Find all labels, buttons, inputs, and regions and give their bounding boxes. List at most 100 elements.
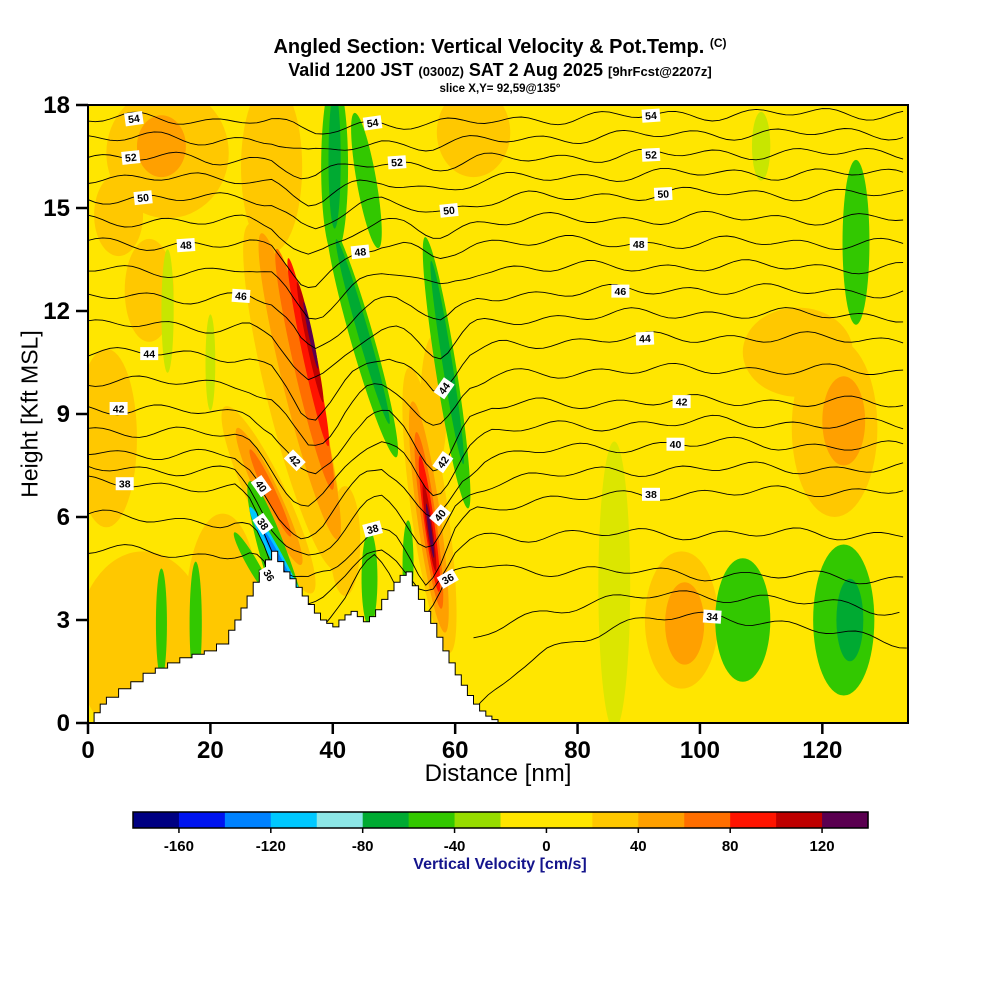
velocity-region [598, 441, 631, 723]
contour-label: 52 [641, 147, 661, 162]
velocity-region [88, 348, 137, 528]
velocity-region [842, 159, 870, 325]
y-tick-label: 18 [43, 92, 70, 119]
chart-title: Angled Section: Vertical Velocity & Pot.… [0, 36, 1000, 59]
y-tick-label: 9 [57, 401, 70, 428]
svg-text:44: 44 [639, 333, 651, 346]
svg-text:52: 52 [391, 157, 404, 170]
x-tick-label: 20 [197, 737, 224, 764]
svg-text:48: 48 [354, 246, 367, 259]
valid-date: SAT 2 Aug 2025 [468, 60, 603, 80]
velocity-region [822, 376, 866, 466]
y-tick-label: 0 [57, 710, 70, 737]
velocity-region [124, 238, 174, 342]
contour-label: 54 [124, 111, 144, 127]
slice-info: slice X,Y= 92,59@135° [439, 83, 561, 95]
theta-contour-line [88, 186, 904, 230]
theta-contour-line [88, 259, 904, 320]
contour-label: 44 [433, 377, 455, 400]
contour-label: 42 [672, 395, 691, 408]
colorbar-tick-label: -160 [164, 838, 194, 855]
contour-label: 50 [133, 190, 153, 206]
y-axis-title: Height [Kft MSL] [16, 330, 43, 498]
colorbar-tick-label: -40 [444, 838, 466, 855]
theta-contour-line [88, 436, 904, 540]
contour-label: 44 [140, 347, 159, 360]
contour-label: 42 [109, 402, 128, 415]
colorbar-tick-label: 40 [630, 838, 647, 855]
contour-label: 52 [121, 150, 141, 165]
theta-contour-line [88, 147, 904, 180]
velocity-region [275, 248, 335, 490]
velocity-region [715, 558, 771, 682]
velocity-region [155, 568, 167, 679]
contour-label: 54 [641, 108, 661, 123]
theta-contour-line [88, 307, 904, 381]
contour-label: 52 [387, 155, 407, 170]
velocity-region [742, 307, 853, 397]
terrain-silhouette [93, 550, 499, 723]
theta-contour-line [88, 509, 904, 605]
velocity-region [303, 301, 319, 369]
contour-label: 48 [629, 237, 648, 251]
theta-contour-line [88, 475, 904, 586]
velocity-field: 54 52 50 48 46 44 42 38 40 38 36 42 54 52 50 48 44 42 40 38… [88, 105, 908, 723]
valid-time-line: Valid 1200 JST (0300Z) SAT 2 Aug 2025 [9… [0, 60, 1000, 81]
colorbar-tick-label: -80 [352, 838, 374, 855]
svg-text:48: 48 [633, 239, 645, 251]
theta-contour-line [88, 128, 904, 152]
x-tick-label: 0 [81, 737, 94, 764]
colorbar-caption: Vertical Velocity [cm/s] [413, 856, 587, 873]
contour-label: 40 [250, 474, 272, 498]
forecast-info: [9hrFcst@2207z] [607, 64, 712, 79]
svg-text:54: 54 [366, 117, 379, 131]
svg-text:44: 44 [143, 348, 155, 360]
x-tick-label: 120 [802, 737, 842, 764]
contour-label: 46 [231, 288, 251, 303]
svg-text:52: 52 [124, 152, 137, 165]
velocity-region [205, 314, 216, 411]
colorbar-tick-label: -120 [256, 838, 286, 855]
y-tick-label: 15 [43, 195, 70, 222]
theta-contour-line [88, 362, 904, 446]
theta-contour-line [473, 590, 900, 639]
svg-text:46: 46 [235, 290, 248, 303]
svg-text:48: 48 [180, 239, 193, 252]
velocity-region [436, 105, 511, 178]
theta-contour-line [88, 108, 904, 135]
x-tick-label: 80 [564, 737, 591, 764]
chart-title-unit: (C) [709, 36, 727, 50]
valid-zulu: (0300Z) [418, 64, 464, 79]
svg-text:38: 38 [645, 489, 657, 501]
velocity-region [240, 105, 303, 253]
x-tick-label: 60 [442, 737, 469, 764]
x-tick-label: 100 [680, 737, 720, 764]
svg-text:38: 38 [119, 479, 131, 491]
velocity-region [136, 115, 186, 178]
contour-label: 44 [635, 331, 655, 346]
velocity-region [836, 578, 864, 662]
svg-text:42: 42 [676, 396, 688, 408]
colorbar: -160 -120 -80 -40 0 40 80 120 [132, 811, 869, 855]
velocity-region [335, 239, 390, 425]
velocity-region [328, 105, 341, 229]
contour-label: 36 [258, 564, 280, 587]
colorbar-tick-label: 120 [810, 838, 835, 855]
svg-text:36: 36 [440, 571, 456, 587]
y-tick-label: 6 [57, 504, 70, 531]
contour-label: 46 [611, 284, 630, 298]
colorbar-tick-label: 0 [542, 838, 550, 855]
theta-contour-line [473, 611, 907, 711]
contour-label: 38 [362, 520, 383, 538]
contour-label: 50 [653, 186, 673, 201]
contour-label: 40 [666, 437, 685, 451]
contour-label: 36 [436, 568, 459, 589]
svg-text:40: 40 [670, 439, 682, 451]
velocity-region [665, 582, 705, 665]
velocity-region [287, 258, 330, 447]
svg-text:54: 54 [127, 113, 140, 127]
svg-text:46: 46 [615, 286, 627, 298]
contour-label: 48 [176, 237, 196, 252]
